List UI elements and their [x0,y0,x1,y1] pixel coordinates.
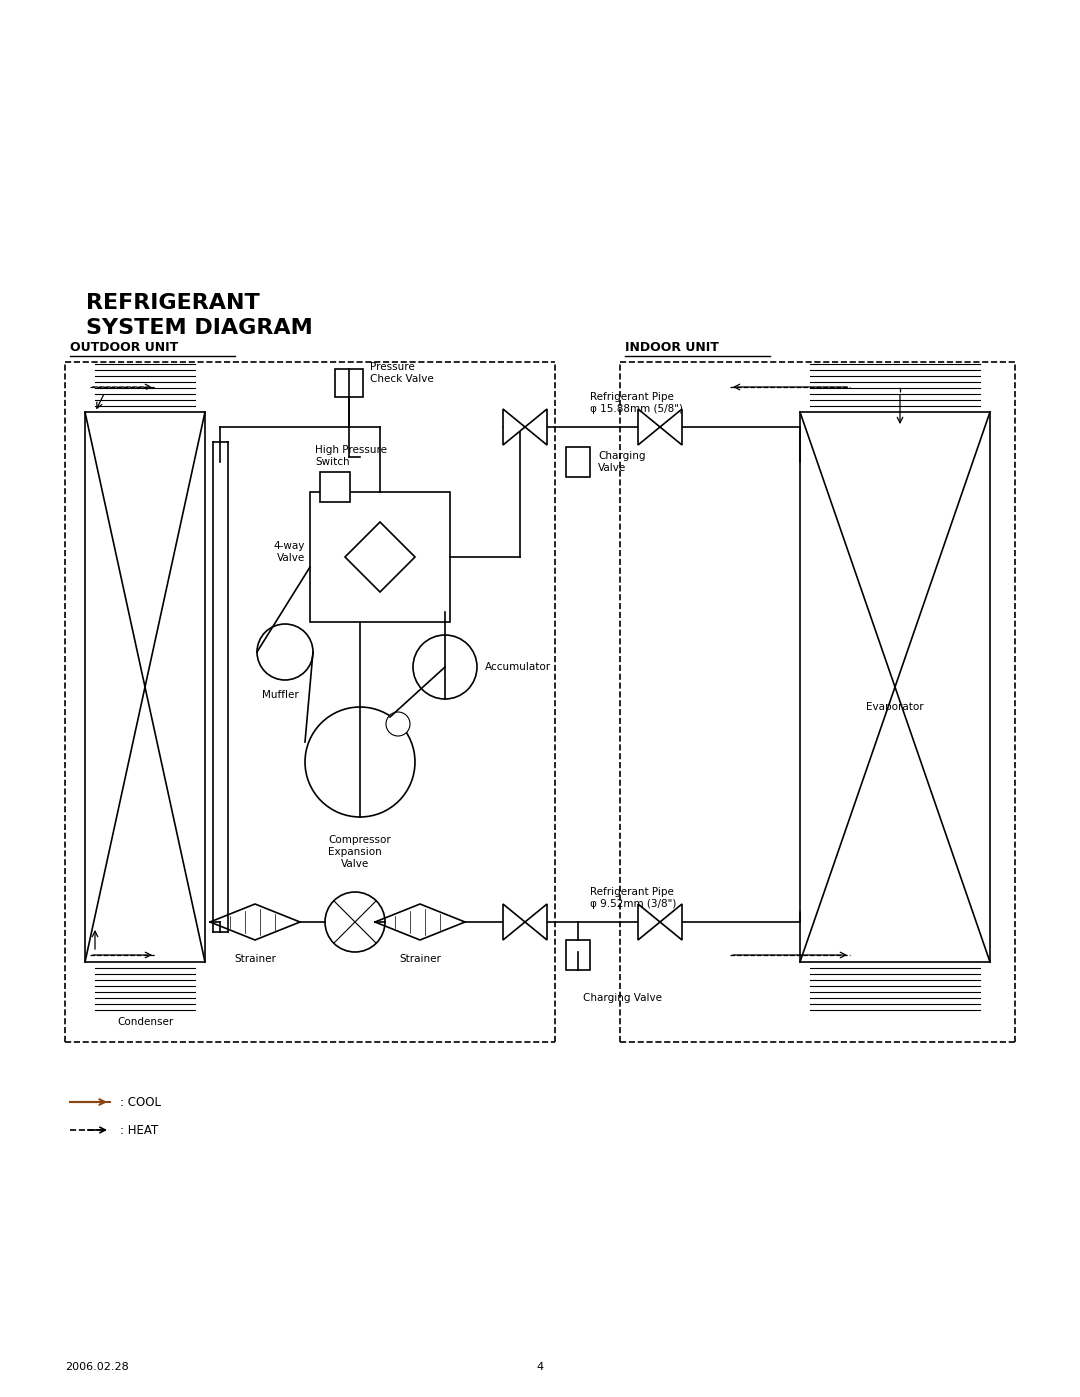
Polygon shape [503,904,525,940]
Polygon shape [638,904,660,940]
Text: High Pressure
Switch: High Pressure Switch [315,446,387,467]
Text: Evaporator: Evaporator [866,703,923,712]
Circle shape [305,707,415,817]
Text: Charging
Valve: Charging Valve [598,451,646,472]
Polygon shape [660,904,681,940]
Text: OUTDOOR UNIT: OUTDOOR UNIT [70,341,178,353]
Text: REFRIGERANT
SYSTEM DIAGRAM: REFRIGERANT SYSTEM DIAGRAM [86,293,313,338]
Bar [566,940,590,970]
Text: INDOOR UNIT: INDOOR UNIT [625,341,719,353]
Text: : HEAT: : HEAT [120,1123,159,1137]
Polygon shape [638,409,660,446]
Polygon shape [525,904,546,940]
Circle shape [257,624,313,680]
Polygon shape [525,409,546,446]
Circle shape [413,636,477,698]
Bar [335,369,363,397]
Polygon shape [503,409,525,446]
Bar [310,492,450,622]
Text: Condenser: Condenser [117,1017,173,1027]
Bar [320,472,350,502]
Text: 2006.02.28: 2006.02.28 [65,1362,129,1372]
Text: Accumulator: Accumulator [485,662,551,672]
Circle shape [325,893,384,951]
Bar [85,412,205,963]
Circle shape [386,712,410,736]
Text: Expansion
Valve: Expansion Valve [328,847,382,869]
Bar [566,447,590,476]
Text: 4: 4 [537,1362,543,1372]
Text: Refrigerant Pipe
φ 9.52mm (3/8"): Refrigerant Pipe φ 9.52mm (3/8") [590,887,676,908]
Text: Strainer: Strainer [234,954,275,964]
Bar [800,412,990,963]
Polygon shape [660,409,681,446]
Text: Muffler: Muffler [261,690,298,700]
Polygon shape [345,522,415,592]
Text: Refrigerant Pipe
φ 15.88mm (5/8"): Refrigerant Pipe φ 15.88mm (5/8") [590,393,683,414]
Text: Compressor: Compressor [328,835,391,845]
Text: : COOL: : COOL [120,1095,161,1108]
Text: Pressure
Check Valve: Pressure Check Valve [370,362,434,384]
Text: Strainer: Strainer [400,954,441,964]
Text: Charging Valve: Charging Valve [583,993,662,1003]
Text: 4-way
Valve: 4-way Valve [273,541,305,563]
